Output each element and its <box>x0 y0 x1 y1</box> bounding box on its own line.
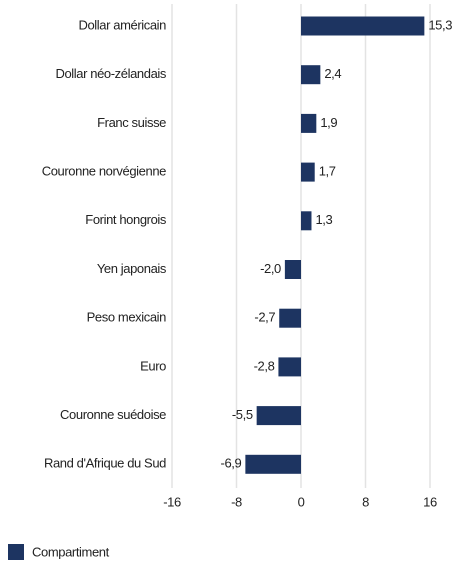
bar <box>301 16 425 36</box>
value-label: 2,4 <box>324 66 341 81</box>
x-tick-label: -16 <box>163 494 181 509</box>
value-label: 1,3 <box>315 212 332 227</box>
bar <box>301 211 312 231</box>
bar <box>279 308 301 328</box>
bar <box>301 162 315 182</box>
bar <box>278 357 301 377</box>
x-tick-label: 0 <box>298 494 305 509</box>
y-tick-label: Couronne suédoise <box>60 407 166 422</box>
x-tick-label: 16 <box>423 494 437 509</box>
x-tick-label: 8 <box>362 494 369 509</box>
legend-label: Compartiment <box>32 544 110 559</box>
value-label: 15,3 <box>428 17 452 32</box>
bar <box>256 406 301 426</box>
x-tick-label: -8 <box>231 494 242 509</box>
bar <box>301 65 321 85</box>
value-label: 1,7 <box>319 164 336 179</box>
value-label: -2,0 <box>260 261 281 276</box>
value-label: -2,7 <box>254 310 275 325</box>
y-tick-label: Euro <box>140 358 166 373</box>
value-label: -5,5 <box>232 407 253 422</box>
value-label: 1,9 <box>320 115 337 130</box>
y-tick-label: Dollar néo-zélandais <box>55 66 166 81</box>
y-tick-label: Couronne norvégienne <box>42 164 166 179</box>
y-tick-label: Peso mexicain <box>87 310 167 325</box>
y-tick-label: Franc suisse <box>97 115 166 130</box>
bar <box>301 113 317 133</box>
y-tick-label: Forint hongrois <box>85 212 167 227</box>
bar <box>284 260 301 279</box>
y-tick-label: Dollar américain <box>78 17 166 32</box>
y-tick-label: Yen japonais <box>97 261 167 276</box>
value-label: -2,8 <box>254 358 275 373</box>
value-label: -6,9 <box>221 456 242 471</box>
legend-swatch <box>8 544 24 560</box>
y-tick-label: Rand d'Afrique du Sud <box>44 456 166 471</box>
bar <box>245 454 301 474</box>
